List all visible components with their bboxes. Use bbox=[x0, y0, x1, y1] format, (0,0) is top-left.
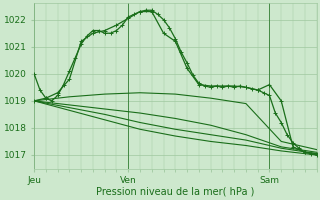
X-axis label: Pression niveau de la mer( hPa ): Pression niveau de la mer( hPa ) bbox=[96, 187, 254, 197]
